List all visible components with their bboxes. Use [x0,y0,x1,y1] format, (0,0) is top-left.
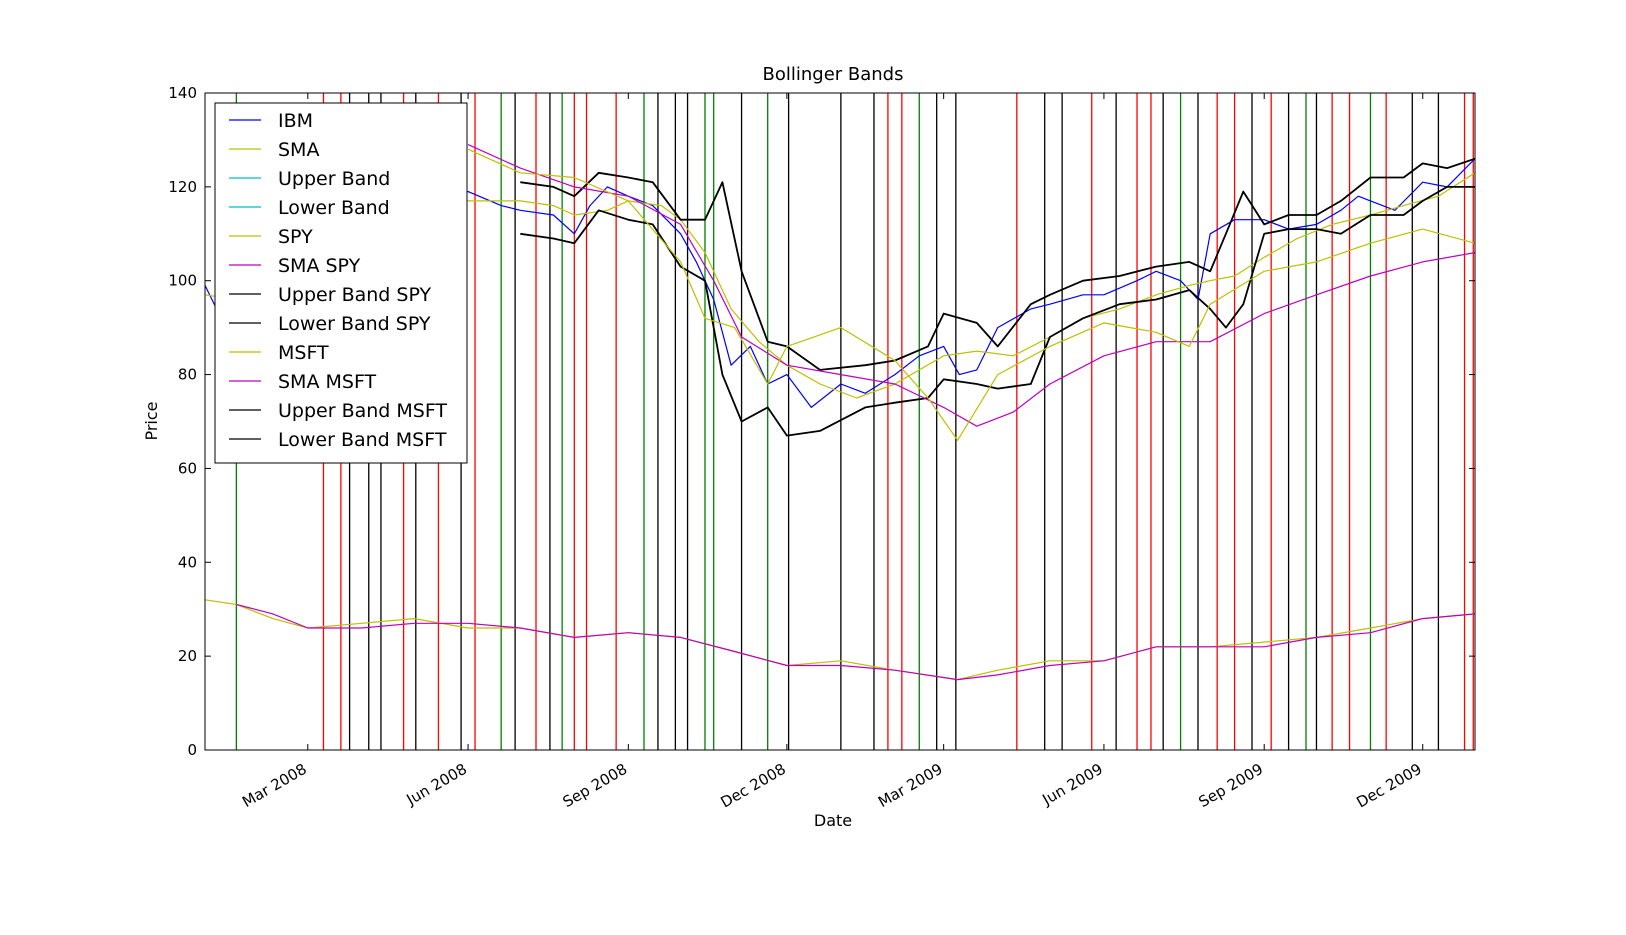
legend-label-upper-band-msft: Upper Band MSFT [278,400,447,422]
x-tick-label: Sep 2008 [560,760,631,811]
legend-label-lower-band-spy: Lower Band SPY [278,313,431,335]
y-tick-label: 0 [187,741,197,759]
series-line-sma [205,172,1475,399]
legend-label-msft: MSFT [278,342,329,364]
series-line-upper-band-spy [520,157,1475,371]
legend-label-sma-msft: SMA MSFT [278,371,377,393]
series-line-spy [467,148,1475,441]
plot-frame [204,92,1476,751]
series-line-lower-band-spy [520,185,1475,437]
legend-label-lower-band-msft: Lower Band MSFT [278,429,447,451]
legend: IBM SMA Upper Band Lower Band SPY SMA SPY Uppe… [214,102,468,464]
x-axis-label: Date [814,811,852,830]
x-tick-label: Mar 2009 [875,760,946,811]
y-tick-label: 120 [168,178,197,196]
chart-title: Bollinger Bands [763,64,904,85]
y-tick-label: 100 [168,272,197,290]
legend-label-upper-band-spy: Upper Band SPY [278,284,431,306]
series-line-sma-spy [467,144,1475,427]
y-tick-label: 40 [178,553,197,571]
x-tick-label: Mar 2008 [239,760,310,811]
y-axis-label: Price [142,401,161,440]
legend-label-upper-band: Upper Band [278,168,390,190]
x-tick-label: Dec 2008 [718,760,789,812]
x-tick-label: Sep 2009 [1196,760,1267,811]
series-line-ibm [205,158,1475,408]
legend-label-sma: SMA [278,139,319,161]
y-tick-label: 60 [178,459,197,477]
series-line-sma-msft [236,603,1475,681]
y-tick-label: 80 [178,366,197,384]
legend-label-sma-spy: SMA SPY [278,255,361,277]
legend-box [214,102,468,464]
series-lines [205,144,1475,681]
series-line-msft [205,599,1475,681]
x-tick-label: Jun 2008 [403,760,470,809]
x-tick-label: Jun 2009 [1039,760,1106,809]
legend-label-lower-band: Lower Band [278,197,390,219]
y-tick-label: 140 [168,84,197,102]
y-tick-label: 20 [178,647,197,665]
legend-label-spy: SPY [278,226,313,248]
x-tick-label: Dec 2009 [1353,760,1424,812]
legend-label-ibm: IBM [278,110,313,132]
signal-lines [235,93,1474,750]
